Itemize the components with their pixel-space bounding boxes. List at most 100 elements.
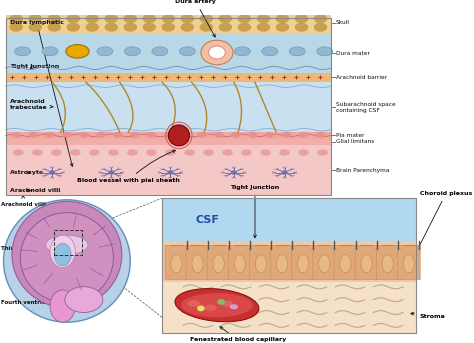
Circle shape [201,40,233,65]
Ellipse shape [184,149,195,156]
Text: Pia mater: Pia mater [336,133,365,138]
Bar [162,282,416,333]
Ellipse shape [289,47,305,56]
Text: Fourth ventricle: Fourth ventricle [1,299,57,305]
Ellipse shape [124,14,137,23]
Text: Stroma: Stroma [411,312,446,319]
FancyBboxPatch shape [165,245,188,280]
Bar [162,198,416,333]
Ellipse shape [104,23,118,32]
Ellipse shape [162,14,175,23]
Ellipse shape [198,132,207,138]
Ellipse shape [32,149,43,156]
Ellipse shape [241,149,252,156]
Bar [6,145,331,195]
Text: Choroid plexus: Choroid plexus [413,191,472,258]
Ellipse shape [276,255,288,273]
Ellipse shape [162,23,175,32]
Ellipse shape [265,132,274,138]
Ellipse shape [65,287,103,312]
Ellipse shape [205,305,217,311]
Ellipse shape [256,14,270,23]
Ellipse shape [130,132,139,138]
Ellipse shape [51,149,62,156]
Bar [6,132,331,139]
Ellipse shape [181,23,194,32]
Ellipse shape [113,132,122,138]
Ellipse shape [319,255,330,273]
Circle shape [231,170,237,175]
Bar [6,11,331,34]
Ellipse shape [295,14,308,23]
Ellipse shape [104,14,118,23]
Text: Brain Parenchyma: Brain Parenchyma [336,167,390,173]
Ellipse shape [207,47,223,56]
Ellipse shape [13,149,24,156]
Ellipse shape [146,149,157,156]
Ellipse shape [175,288,259,322]
Ellipse shape [219,14,232,23]
Ellipse shape [181,293,253,317]
Ellipse shape [200,14,213,23]
Ellipse shape [85,23,99,32]
Ellipse shape [222,149,233,156]
Ellipse shape [96,132,105,138]
Ellipse shape [295,23,308,32]
Ellipse shape [124,23,137,32]
Ellipse shape [317,47,333,56]
Ellipse shape [234,255,246,273]
Ellipse shape [361,255,372,273]
Text: Fenestrated blood capillary: Fenestrated blood capillary [190,327,286,342]
Ellipse shape [317,149,328,156]
Text: Blood vessel with pial sheath: Blood vessel with pial sheath [77,150,180,183]
Ellipse shape [97,47,113,56]
Bar [162,241,416,282]
Text: Arachnoid barrier: Arachnoid barrier [336,75,387,80]
Text: Astrocyte: Astrocyte [10,170,44,175]
Ellipse shape [187,300,200,307]
FancyBboxPatch shape [271,245,293,280]
FancyBboxPatch shape [249,245,272,280]
Text: Subarachnoid space
containing CSF: Subarachnoid space containing CSF [336,102,396,113]
FancyBboxPatch shape [313,245,336,280]
Circle shape [109,170,114,175]
Ellipse shape [89,149,100,156]
Ellipse shape [255,255,266,273]
Text: Tight Junction: Tight Junction [230,185,280,238]
Ellipse shape [46,132,55,138]
Ellipse shape [85,14,99,23]
Ellipse shape [47,23,61,32]
Text: Dura mater: Dura mater [336,51,370,56]
Ellipse shape [181,132,190,138]
Bar [6,34,331,73]
FancyBboxPatch shape [207,245,230,280]
Ellipse shape [403,255,414,273]
Ellipse shape [171,255,182,273]
Ellipse shape [28,23,42,32]
Ellipse shape [340,255,351,273]
Ellipse shape [69,47,85,56]
Text: Glial limitans: Glial limitans [336,139,374,144]
FancyBboxPatch shape [292,245,315,280]
Ellipse shape [231,132,241,138]
Ellipse shape [237,14,251,23]
Circle shape [282,170,288,175]
Ellipse shape [382,255,393,273]
Ellipse shape [234,47,250,56]
Text: Skull: Skull [336,20,350,25]
Circle shape [167,170,173,175]
FancyBboxPatch shape [397,245,420,280]
Ellipse shape [165,149,176,156]
FancyBboxPatch shape [376,245,399,280]
Text: Arachnoid villi: Arachnoid villi [10,188,60,193]
Ellipse shape [9,23,23,32]
Ellipse shape [124,47,140,56]
FancyBboxPatch shape [186,245,209,280]
Ellipse shape [200,23,213,32]
Ellipse shape [282,132,292,138]
Ellipse shape [47,14,61,23]
Ellipse shape [256,23,270,32]
Ellipse shape [66,45,89,58]
Ellipse shape [298,149,309,156]
Ellipse shape [108,149,118,156]
